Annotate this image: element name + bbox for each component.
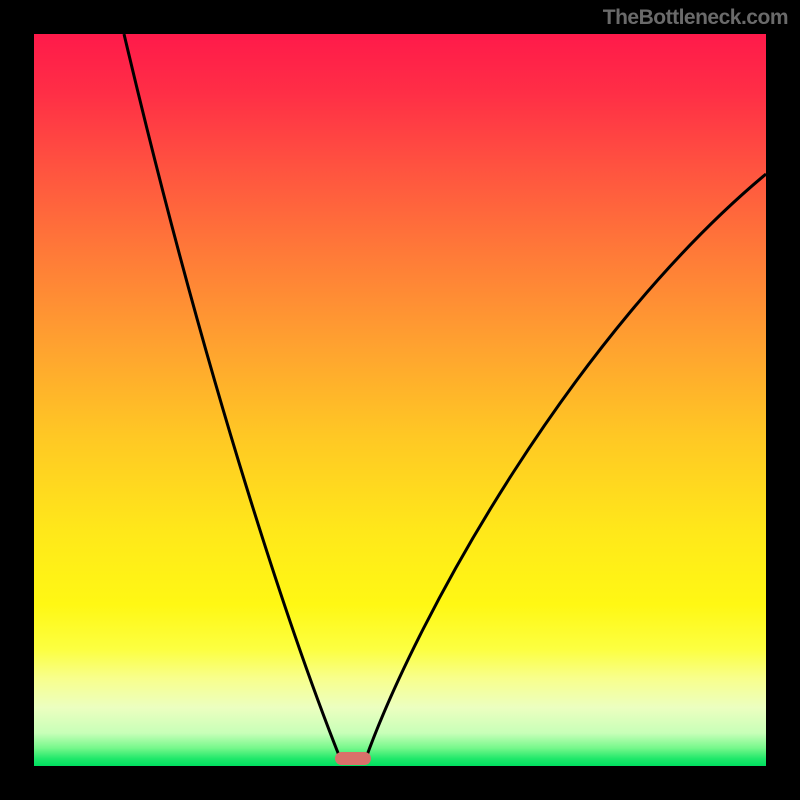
curve-right bbox=[366, 174, 766, 758]
curve-left bbox=[124, 34, 340, 758]
bottleneck-marker bbox=[335, 752, 371, 765]
watermark-text: TheBottleneck.com bbox=[603, 6, 788, 30]
chart-container: TheBottleneck.com bbox=[0, 0, 800, 800]
plot-area bbox=[34, 34, 766, 766]
curve-layer bbox=[34, 34, 766, 766]
